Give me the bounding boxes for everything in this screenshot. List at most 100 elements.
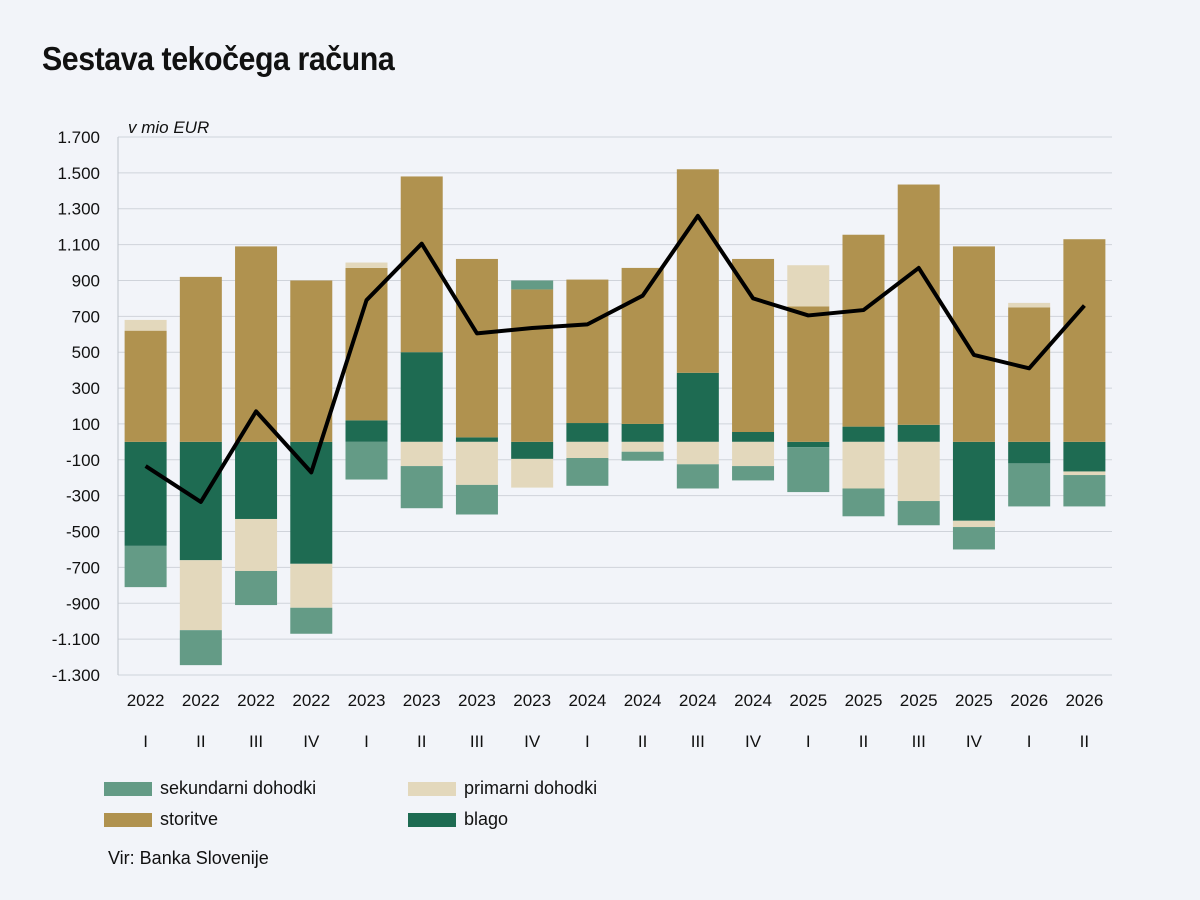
bar-storitve (511, 289, 554, 442)
y-tick-label: 1.500 (57, 164, 100, 183)
bar-storitve (1063, 239, 1106, 442)
legend-item-blago: blago (408, 809, 508, 830)
x-tick-year: 2023 (348, 691, 386, 710)
bar-primarni (566, 441, 609, 459)
y-tick-label: 700 (72, 307, 100, 326)
legend-item-sekundarni: sekundarni dohodki (104, 778, 316, 799)
bar-blago (345, 420, 388, 442)
x-tick-year: 2022 (182, 691, 220, 710)
bar-storitve (566, 279, 609, 424)
x-tick-quarter: I (806, 732, 811, 751)
bar-blago (290, 441, 333, 564)
bar-sekundarni (400, 466, 443, 509)
chart-title: Sestava tekočega računa (42, 40, 395, 77)
x-tick-quarter: I (585, 732, 590, 751)
bar-primarni (676, 441, 719, 465)
x-tick-year: 2022 (237, 691, 275, 710)
bar-blago (511, 441, 554, 459)
y-tick-label: -1.300 (52, 666, 100, 685)
x-tick-year: 2025 (955, 691, 993, 710)
x-tick-quarter: II (638, 732, 647, 751)
x-tick-quarter: IV (524, 732, 541, 751)
x-tick-year: 2023 (403, 691, 441, 710)
legend-label-storitve: storitve (160, 809, 219, 829)
bar-primarni (345, 262, 388, 268)
bar-sekundarni (1008, 463, 1051, 507)
x-tick-year: 2024 (568, 691, 606, 710)
x-tick-year: 2024 (679, 691, 717, 710)
x-tick-year: 2022 (127, 691, 165, 710)
x-tick-quarter: III (249, 732, 263, 751)
bar-primarni (235, 518, 278, 571)
bar-storitve (676, 169, 719, 373)
bar-storitve (1008, 307, 1051, 442)
x-tick-year: 2023 (513, 691, 551, 710)
bar-primarni (124, 319, 167, 331)
y-tick-label: -100 (66, 451, 100, 470)
bar-sekundarni (124, 545, 167, 588)
bar-blago (124, 441, 167, 546)
y-tick-label: 1.300 (57, 200, 100, 219)
x-tick-quarter: II (859, 732, 868, 751)
bar-primarni (621, 441, 664, 452)
x-tick-quarter: III (691, 732, 705, 751)
x-tick-year: 2025 (900, 691, 938, 710)
bar-blago (621, 423, 664, 442)
bar-sekundarni (1063, 475, 1106, 507)
bar-sekundarni (676, 464, 719, 489)
bar-blago (842, 426, 885, 442)
bar-blago (787, 441, 830, 448)
bar-blago (455, 437, 498, 442)
bar-blago (676, 372, 719, 442)
bar-sekundarni (787, 447, 830, 493)
bar-storitve (455, 258, 498, 438)
bar-storitve (290, 280, 333, 442)
bar-sekundarni (235, 570, 278, 606)
bar-sekundarni (897, 501, 940, 526)
x-tick-quarter: II (196, 732, 205, 751)
x-tick-quarter: III (912, 732, 926, 751)
y-tick-label: 1.100 (57, 236, 100, 255)
bar-sekundarni (179, 630, 222, 666)
bar-storitve (179, 276, 222, 442)
y-tick-label: 100 (72, 415, 100, 434)
bar-primarni (732, 441, 775, 467)
bar-blago (400, 352, 443, 442)
bar-sekundarni (455, 484, 498, 515)
x-tick-year: 2025 (789, 691, 827, 710)
legend-item-primarni: primarni dohodki (408, 778, 597, 799)
bar-primarni (787, 265, 830, 307)
bar-sekundarni (732, 466, 775, 481)
y-tick-label: 300 (72, 379, 100, 398)
x-tick-quarter: II (1080, 732, 1089, 751)
legend-swatch-primarni (408, 781, 456, 796)
legend-swatch-storitve (104, 812, 152, 827)
x-tick-quarter: II (417, 732, 426, 751)
x-tick-year: 2022 (292, 691, 330, 710)
bar-primarni (455, 441, 498, 485)
bar-blago (952, 441, 995, 521)
bar-primarni (897, 441, 940, 502)
bar-storitve (621, 267, 664, 424)
y-axis-unit: v mio EUR (128, 118, 210, 137)
bar-primarni (400, 441, 443, 467)
bar-blago (1063, 441, 1106, 472)
bar-blago (897, 424, 940, 442)
x-tick-quarter: I (364, 732, 369, 751)
y-tick-label: -900 (66, 594, 100, 613)
x-tick-year: 2024 (734, 691, 772, 710)
bar-storitve (897, 184, 940, 425)
y-tick-label: -500 (66, 523, 100, 542)
bar-primarni (1008, 302, 1051, 308)
x-tick-year: 2024 (624, 691, 662, 710)
bar-blago (235, 441, 278, 519)
bar-primarni (179, 560, 222, 631)
x-tick-quarter: IV (966, 732, 983, 751)
bar-storitve (787, 306, 830, 442)
x-tick-quarter: III (470, 732, 484, 751)
source-note: Vir: Banka Slovenije (108, 848, 269, 868)
x-tick-year: 2026 (1065, 691, 1103, 710)
bar-sekundarni (621, 451, 664, 461)
x-tick-year: 2023 (458, 691, 496, 710)
